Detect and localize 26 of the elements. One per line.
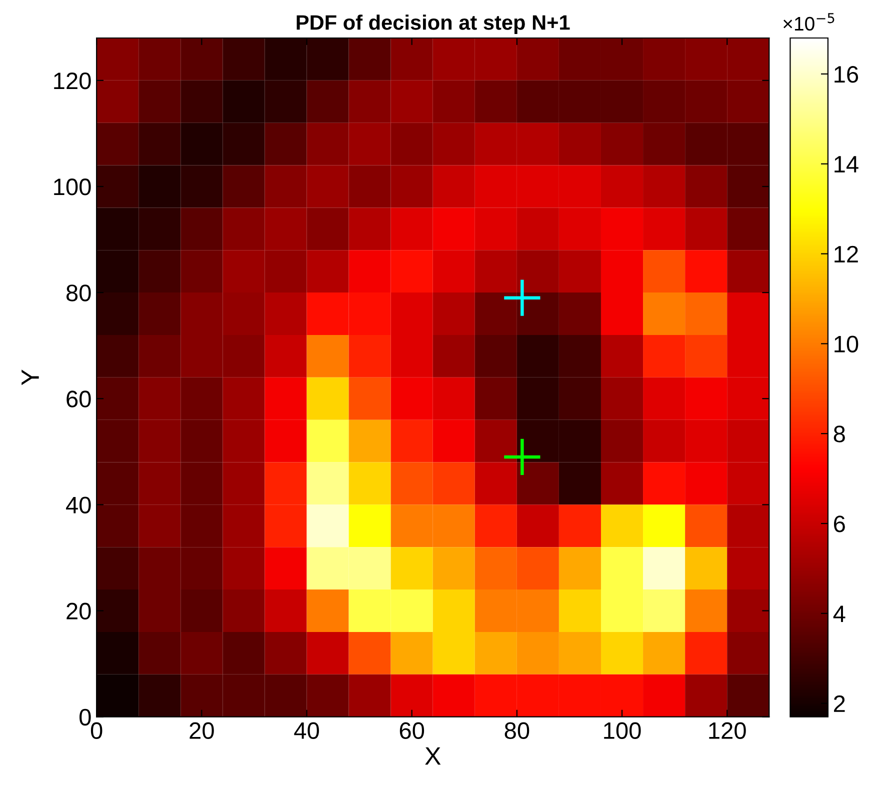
x-axis-title: X [425,747,441,765]
y-axis-title: Y [22,370,39,386]
x-tick-label: 120 [709,722,746,740]
color-bar-label: 6 [834,516,845,532]
x-tick-label: 100 [604,722,641,740]
x-tick-label: 0 [90,722,102,740]
color-bar-label: 16 [834,66,858,83]
y-tick-label: 120 [54,72,91,90]
x-tick-label: 60 [400,722,424,740]
color-bar-label: 4 [833,606,846,622]
y-tick-label: 0 [80,708,91,726]
color-bar-label: 14 [834,156,858,172]
x-tick-label: 20 [190,722,214,740]
x-tick-label: 40 [294,722,319,740]
y-tick-label: 20 [66,602,91,620]
chart-title: PDF of decision at step N+1 [296,14,570,34]
color-bar-title: ×10$^{−5}$ [783,13,834,31]
color-bar-label: 8 [834,426,845,442]
y-tick-label: 80 [66,284,91,302]
color-bar-label: 12 [834,246,858,262]
y-tick-label: 40 [66,496,91,514]
x-tick-label: 80 [504,722,530,740]
y-tick-label: 60 [66,390,91,408]
y-tick-label: 100 [54,178,91,196]
color-bar-label: 10 [834,336,858,352]
color-bar-label: 2 [834,695,845,712]
